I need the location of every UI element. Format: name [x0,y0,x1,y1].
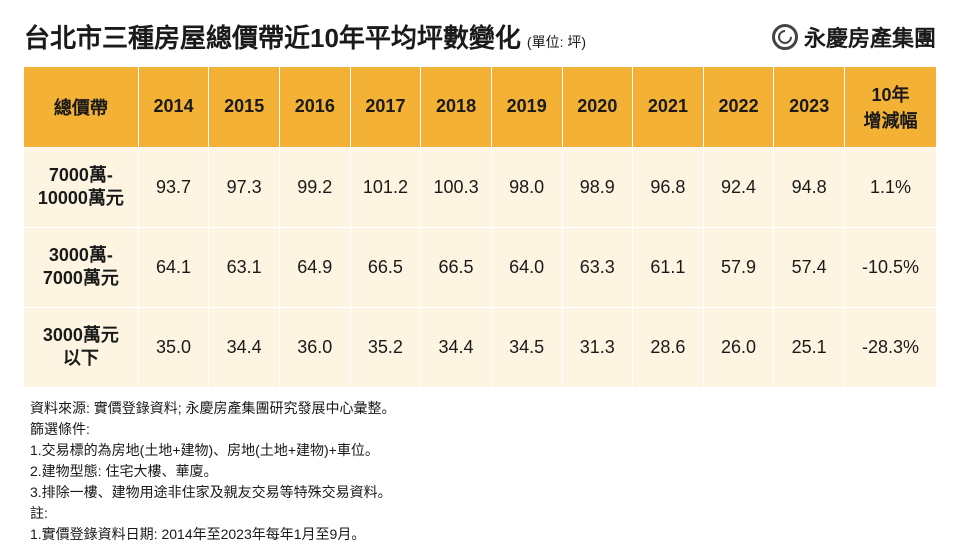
col-header-year: 2017 [350,67,421,147]
col-header-year: 2020 [562,67,633,147]
header: 台北市三種房屋總價帶近10年平均坪數變化 (單位: 坪) 永慶房產集團 [24,18,936,55]
col-header-year: 2023 [774,67,845,147]
cell-value: 35.2 [350,307,421,387]
cell-value: 93.7 [138,147,209,227]
cell-value: 94.8 [774,147,845,227]
footnotes: 資料來源: 實價登錄資料; 永慶房產集團研究發展中心彙整。篩選條件:1.交易標的… [24,398,936,545]
footnote-line: 2.建物型態: 住宅大樓、華廈。 [30,461,936,482]
cell-value: 61.1 [633,227,704,307]
cell-value: 34.4 [421,307,492,387]
cell-value: 64.9 [280,227,351,307]
cell-value: 63.3 [562,227,633,307]
brand-icon [772,24,798,50]
table-body: 7000萬- 10000萬元93.797.399.2101.2100.398.0… [24,147,936,387]
unit-label: (單位: 坪) [527,32,586,52]
cell-value: 34.5 [491,307,562,387]
cell-value: 26.0 [703,307,774,387]
cell-value: 100.3 [421,147,492,227]
col-header-year: 2014 [138,67,209,147]
page-title: 台北市三種房屋總價帶近10年平均坪數變化 [24,18,521,55]
cell-value: 92.4 [703,147,774,227]
cell-value: 31.3 [562,307,633,387]
row-label: 7000萬- 10000萬元 [24,147,138,227]
cell-value: 25.1 [774,307,845,387]
cell-value: 98.9 [562,147,633,227]
cell-value: 63.1 [209,227,280,307]
cell-value: 98.0 [491,147,562,227]
cell-value: 35.0 [138,307,209,387]
col-header-year: 2022 [703,67,774,147]
cell-value: 97.3 [209,147,280,227]
footnote-line: 註: [30,503,936,524]
cell-value: 64.1 [138,227,209,307]
cell-value: 99.2 [280,147,351,227]
col-header-year: 2019 [491,67,562,147]
footnote-line: 1.實價登錄資料日期: 2014年至2023年每年1月至9月。 [30,524,936,545]
cell-change: -28.3% [845,307,937,387]
footnote-line: 3.排除一樓、建物用途非住家及親友交易等特殊交易資料。 [30,482,936,503]
data-table: 總價帶2014201520162017201820192020202120222… [24,67,936,388]
row-label: 3000萬元 以下 [24,307,138,387]
col-header-change: 10年 增減幅 [845,67,937,147]
cell-value: 28.6 [633,307,704,387]
col-header-year: 2018 [421,67,492,147]
cell-value: 34.4 [209,307,280,387]
cell-value: 57.9 [703,227,774,307]
row-label: 3000萬- 7000萬元 [24,227,138,307]
table-row: 7000萬- 10000萬元93.797.399.2101.2100.398.0… [24,147,936,227]
col-header-year: 2016 [280,67,351,147]
footnote-line: 篩選條件: [30,419,936,440]
cell-change: -10.5% [845,227,937,307]
footnote-line: 資料來源: 實價登錄資料; 永慶房產集團研究發展中心彙整。 [30,398,936,419]
brand-text: 永慶房產集團 [804,21,936,53]
footnote-line: 1.交易標的為房地(土地+建物)、房地(土地+建物)+車位。 [30,440,936,461]
cell-value: 57.4 [774,227,845,307]
cell-value: 96.8 [633,147,704,227]
col-header-year: 2015 [209,67,280,147]
cell-value: 64.0 [491,227,562,307]
cell-change: 1.1% [845,147,937,227]
title-block: 台北市三種房屋總價帶近10年平均坪數變化 (單位: 坪) [24,18,586,55]
col-header-year: 2021 [633,67,704,147]
table-row: 3000萬- 7000萬元64.163.164.966.566.564.063.… [24,227,936,307]
table-row: 3000萬元 以下35.034.436.035.234.434.531.328.… [24,307,936,387]
table-head: 總價帶2014201520162017201820192020202120222… [24,67,936,147]
col-header-price-band: 總價帶 [24,67,138,147]
cell-value: 66.5 [421,227,492,307]
cell-value: 101.2 [350,147,421,227]
brand-logo: 永慶房產集團 [772,21,936,53]
cell-value: 36.0 [280,307,351,387]
cell-value: 66.5 [350,227,421,307]
